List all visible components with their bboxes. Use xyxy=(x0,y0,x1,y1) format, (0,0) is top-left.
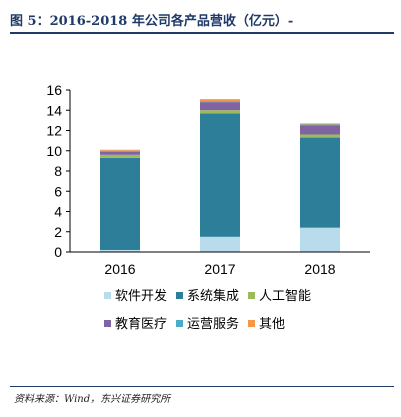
bar-segment xyxy=(100,151,140,155)
legend-label: 其他 xyxy=(259,316,285,331)
bar-segment xyxy=(200,110,240,114)
footer-divider xyxy=(10,386,394,387)
legend-swatch xyxy=(248,292,255,299)
bar-segment xyxy=(300,124,340,126)
bar-segment xyxy=(300,227,340,252)
y-tick-label: 6 xyxy=(54,183,62,199)
y-tick-label: 2 xyxy=(54,224,62,240)
legend-swatch xyxy=(176,292,183,299)
x-axis: 2016 2017 2018 xyxy=(70,251,370,277)
bar-segment xyxy=(200,102,240,111)
figure-title: 图 5：2016-2018 年公司各产品营收（亿元）- xyxy=(10,14,294,29)
legend-label: 系统集成 xyxy=(187,288,239,303)
source-note: 资料来源：Wind，东兴证券研究所 xyxy=(14,394,171,405)
y-tick-label: 0 xyxy=(54,244,62,260)
bar-segment xyxy=(300,125,340,135)
legend-label: 软件开发 xyxy=(115,288,167,303)
y-tick-label: 14 xyxy=(46,102,62,118)
stacked-bar-chart: 0 2 4 6 8 10 12 14 16 2016 2017 2018 软件开发 系统集成 人工智能教… xyxy=(46,82,370,331)
bar-segment xyxy=(100,149,140,151)
bar-segment xyxy=(200,236,240,252)
y-tick-label: 12 xyxy=(46,123,62,139)
x-tick-label: 2018 xyxy=(304,261,335,277)
bar-segment xyxy=(300,134,340,138)
title-divider xyxy=(10,32,394,34)
bar-segment xyxy=(200,113,240,237)
bars xyxy=(100,99,340,252)
bar-segment xyxy=(100,249,140,252)
legend-swatch xyxy=(104,292,111,299)
legend-label: 运营服务 xyxy=(187,316,239,331)
bar-segment xyxy=(100,154,140,158)
bar-segment xyxy=(300,123,340,125)
legend-label: 人工智能 xyxy=(259,288,311,303)
bar-segment xyxy=(200,99,240,102)
x-tick-label: 2017 xyxy=(204,261,235,277)
bar-segment xyxy=(300,137,340,228)
x-tick-label: 2016 xyxy=(104,261,135,277)
y-tick-label: 8 xyxy=(54,163,62,179)
legend-swatch xyxy=(176,320,183,327)
y-tick-label: 16 xyxy=(46,82,62,98)
legend-swatch xyxy=(104,320,111,327)
legend-swatch xyxy=(248,320,255,327)
y-tick-label: 4 xyxy=(54,204,62,220)
bar-segment xyxy=(200,101,240,103)
bar-segment xyxy=(100,157,140,250)
bar-segment xyxy=(100,150,140,152)
y-axis: 0 2 4 6 8 10 12 14 16 xyxy=(46,82,71,260)
y-tick-label: 10 xyxy=(46,143,62,159)
legend-label: 教育医疗 xyxy=(115,316,167,331)
